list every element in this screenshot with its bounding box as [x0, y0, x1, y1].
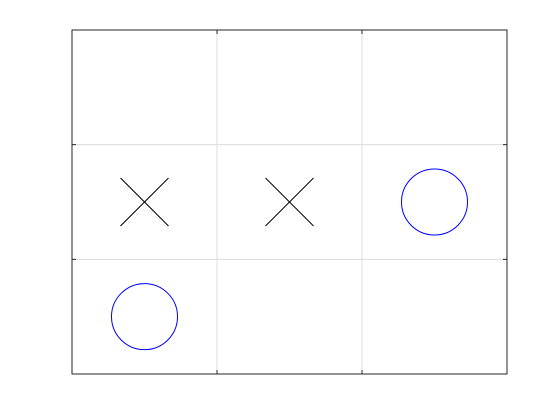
board-cell-r2-c3[interactable]	[362, 145, 507, 260]
cross-stroke	[120, 177, 169, 227]
cross-mark-icon	[265, 177, 314, 227]
board-border	[71, 29, 508, 375]
cell-hit-area[interactable]	[217, 259, 362, 374]
board-cell-r1-c2[interactable]	[217, 30, 362, 145]
cross-mark-icon	[120, 177, 169, 227]
axis-ticks	[72, 30, 507, 374]
board-cell-r2-c1[interactable]	[72, 145, 217, 260]
cell-hit-area[interactable]	[362, 145, 507, 260]
cross-stroke	[265, 177, 314, 227]
cell-hit-area[interactable]	[72, 259, 217, 374]
cell-hit-area[interactable]	[72, 30, 217, 145]
board-cell-r3-c2[interactable]	[217, 259, 362, 374]
cell-hit-area[interactable]	[362, 259, 507, 374]
circle-mark-icon	[111, 283, 178, 351]
board-cell-r1-c1[interactable]	[72, 30, 217, 145]
board-cells	[72, 30, 507, 374]
circle-mark-icon	[401, 168, 468, 236]
cell-hit-area[interactable]	[362, 30, 507, 145]
board-cell-r3-c3[interactable]	[362, 259, 507, 374]
grid-lines	[72, 30, 507, 374]
board-cell-r3-c1[interactable]	[72, 259, 217, 374]
board-cell-r2-c2[interactable]	[217, 145, 362, 260]
cell-hit-area[interactable]	[217, 30, 362, 145]
board-cell-r1-c3[interactable]	[362, 30, 507, 145]
